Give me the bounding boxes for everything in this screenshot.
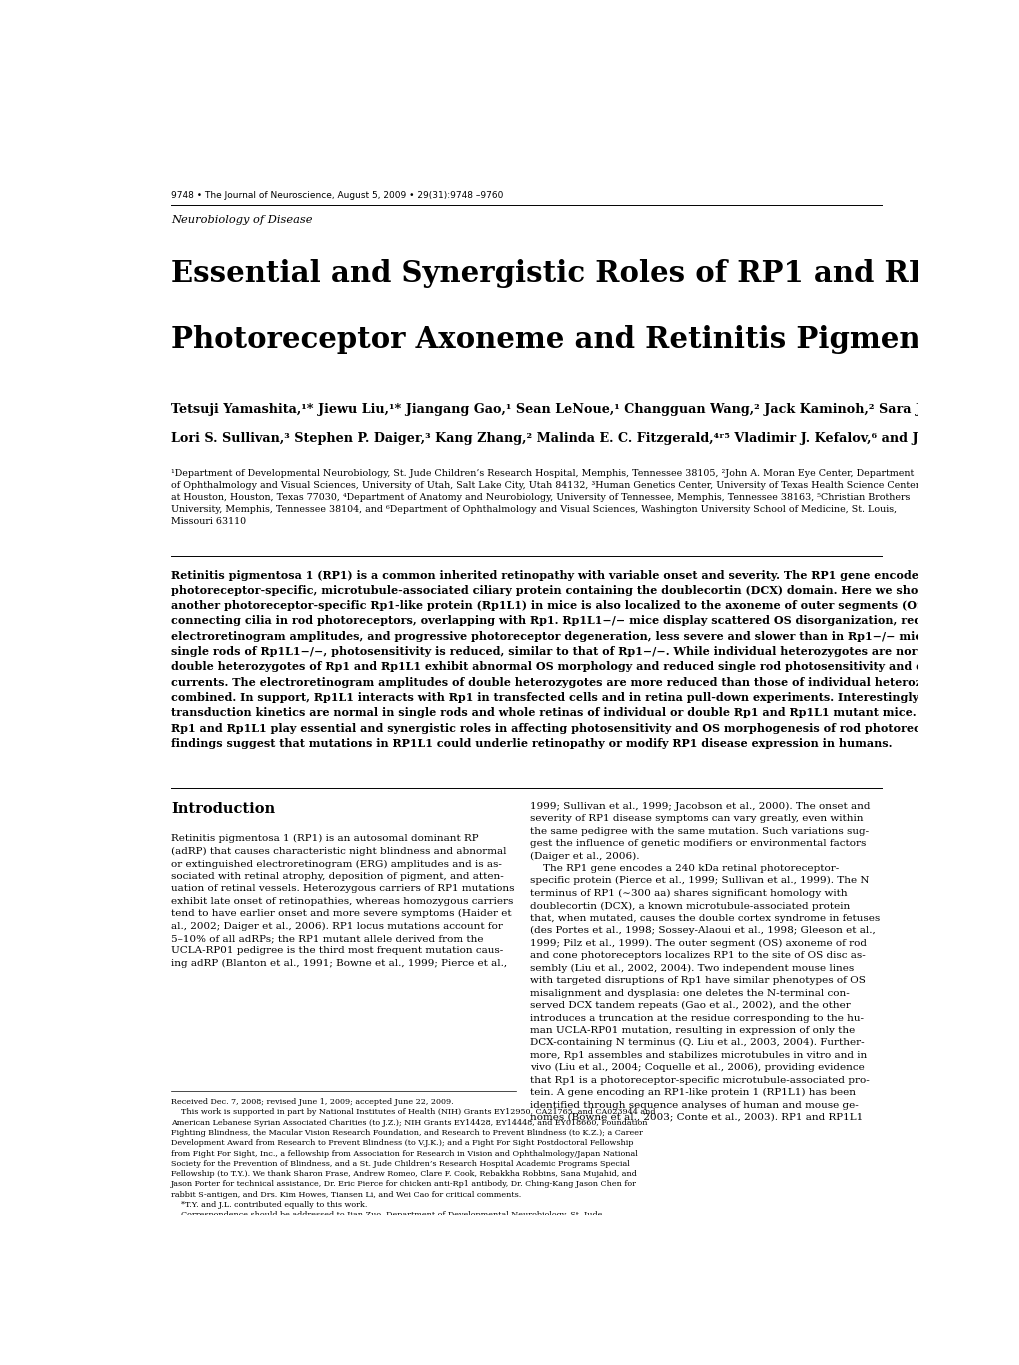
Text: Introduction: Introduction bbox=[171, 801, 275, 816]
Text: 9748 • The Journal of Neuroscience, August 5, 2009 • 29(31):9748 –9760: 9748 • The Journal of Neuroscience, Augu… bbox=[171, 191, 502, 201]
Text: Tetsuji Yamashita,¹* Jiewu Liu,¹* Jiangang Gao,¹ Sean LeNoue,¹ Changguan Wang,² : Tetsuji Yamashita,¹* Jiewu Liu,¹* Jianga… bbox=[171, 404, 986, 416]
Text: Retinitis pigmentosa 1 (RP1) is a common inherited retinopathy with variable ons: Retinitis pigmentosa 1 (RP1) is a common… bbox=[171, 569, 991, 749]
Text: Photoreceptor Axoneme and Retinitis Pigmentosa: Photoreceptor Axoneme and Retinitis Pigm… bbox=[171, 325, 988, 354]
Text: 1999; Sullivan et al., 1999; Jacobson et al., 2000). The onset and
severity of R: 1999; Sullivan et al., 1999; Jacobson et… bbox=[529, 801, 879, 1122]
Text: Retinitis pigmentosa 1 (RP1) is an autosomal dominant RP
(adRP) that causes char: Retinitis pigmentosa 1 (RP1) is an autos… bbox=[171, 834, 514, 968]
Text: Received Dec. 7, 2008; revised June 1, 2009; accepted June 22, 2009.
    This wo: Received Dec. 7, 2008; revised June 1, 2… bbox=[171, 1099, 655, 1250]
Text: Neurobiology of Disease: Neurobiology of Disease bbox=[171, 216, 312, 225]
Text: Lori S. Sullivan,³ Stephen P. Daiger,³ Kang Zhang,² Malinda E. C. Fitzgerald,⁴ʳ⁵: Lori S. Sullivan,³ Stephen P. Daiger,³ K… bbox=[171, 431, 977, 445]
Text: ¹Department of Developmental Neurobiology, St. Jude Children’s Research Hospital: ¹Department of Developmental Neurobiolog… bbox=[171, 468, 919, 526]
Text: Essential and Synergistic Roles of RP1 and RP1L1 in Rod: Essential and Synergistic Roles of RP1 a… bbox=[171, 259, 1019, 288]
